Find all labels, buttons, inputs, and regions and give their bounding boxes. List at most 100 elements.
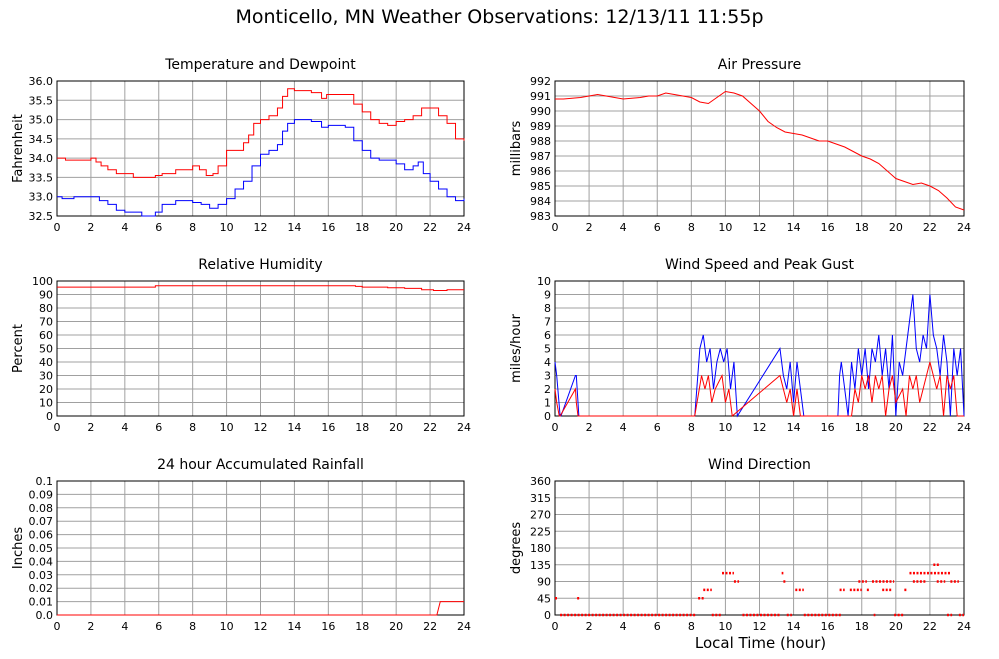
chart-title: Temperature and Dewpoint: [164, 57, 356, 73]
chart-title: Air Pressure: [718, 57, 801, 73]
x-tick-label: 20: [889, 620, 903, 633]
x-tick-label: 4: [121, 221, 128, 234]
y-tick-label: 60: [39, 329, 53, 342]
y-tick-label: 2: [544, 383, 551, 396]
x-tick-label: 24: [957, 620, 971, 633]
y-axis-label: degrees: [509, 522, 524, 575]
y-tick-label: 6: [544, 329, 551, 342]
x-tick-label: 12: [753, 421, 767, 434]
y-tick-label: 10: [39, 397, 53, 410]
y-tick-label: 3: [544, 370, 551, 383]
series-line-1: [554, 361, 964, 417]
chart-title: Wind Speed and Peak Gust: [665, 257, 854, 273]
x-tick-label: 4: [620, 221, 627, 234]
y-axis-label: Percent: [11, 324, 26, 373]
y-tick-label: 33.0: [29, 191, 54, 204]
y-tick-label: 5: [544, 343, 551, 356]
x-tick-label: 4: [620, 620, 627, 633]
x-tick-label: 6: [654, 620, 661, 633]
x-tick-label: 18: [355, 221, 369, 234]
x-tick-label: 10: [220, 421, 234, 434]
y-tick-label: 20: [39, 383, 53, 396]
plot-frame: [554, 80, 965, 217]
x-tick-label: 24: [457, 221, 471, 234]
x-tick-label: 12: [753, 620, 767, 633]
x-tick-label: 22: [423, 421, 437, 434]
x-tick-label: 6: [155, 620, 162, 633]
plot-frame: [56, 280, 465, 417]
x-tick-label: 20: [889, 421, 903, 434]
x-tick-label: 2: [586, 620, 593, 633]
y-tick-label: 34.5: [29, 133, 54, 146]
y-tick-label: 70: [39, 316, 53, 329]
x-tick-label: 4: [121, 620, 128, 633]
x-tick-label: 2: [87, 421, 94, 434]
y-tick-label: 225: [530, 525, 551, 538]
y-tick-label: 35.0: [29, 114, 54, 127]
y-tick-label: 0.05: [29, 542, 54, 555]
x-tick-label: 18: [855, 221, 869, 234]
y-tick-label: 135: [530, 559, 551, 572]
x-tick-label: 24: [957, 421, 971, 434]
x-tick-label: 8: [688, 620, 695, 633]
x-tick-label: 22: [423, 221, 437, 234]
x-tick-label: 2: [87, 620, 94, 633]
y-tick-label: 984: [530, 195, 551, 208]
x-tick-label: 18: [855, 421, 869, 434]
x-axis-title: Local Time (hour): [694, 634, 827, 652]
x-tick-label: 14: [787, 620, 801, 633]
x-tick-label: 18: [355, 421, 369, 434]
x-tick-label: 22: [423, 620, 437, 633]
y-tick-label: 33.5: [29, 171, 54, 184]
x-tick-label: 4: [121, 421, 128, 434]
x-tick-label: 6: [654, 221, 661, 234]
x-tick-label: 16: [821, 620, 835, 633]
x-tick-label: 14: [787, 421, 801, 434]
y-tick-label: 10: [537, 275, 551, 288]
series-line-0: [57, 88, 465, 178]
y-tick-label: 987: [530, 150, 551, 163]
x-tick-label: 20: [389, 421, 403, 434]
x-tick-label: 2: [586, 421, 593, 434]
x-tick-label: 22: [923, 221, 937, 234]
y-tick-label: 1: [544, 397, 551, 410]
x-tick-label: 8: [189, 620, 196, 633]
y-tick-label: 985: [530, 180, 551, 193]
x-tick-label: 24: [457, 620, 471, 633]
y-tick-label: 986: [530, 165, 551, 178]
x-tick-label: 0: [552, 620, 559, 633]
x-tick-label: 12: [753, 221, 767, 234]
y-tick-label: 0: [46, 410, 53, 423]
y-tick-label: 35.5: [29, 94, 54, 107]
x-tick-label: 12: [254, 421, 268, 434]
y-tick-label: 988: [530, 135, 551, 148]
x-tick-label: 0: [552, 421, 559, 434]
y-axis-label: Fahrenheit: [11, 114, 26, 183]
y-tick-label: 9: [544, 289, 551, 302]
y-tick-label: 0: [544, 410, 551, 423]
y-tick-label: 990: [530, 105, 551, 118]
chart-title: Wind Direction: [708, 457, 811, 473]
y-tick-label: 0.03: [29, 569, 54, 582]
y-tick-label: 360: [530, 475, 551, 488]
x-tick-label: 10: [220, 620, 234, 633]
x-tick-label: 18: [855, 620, 869, 633]
y-tick-label: 0.0: [36, 609, 54, 622]
series-line-0: [57, 285, 464, 291]
y-tick-label: 8: [544, 302, 551, 315]
x-tick-label: 10: [718, 421, 732, 434]
y-tick-label: 0.06: [29, 529, 54, 542]
x-tick-label: 20: [889, 221, 903, 234]
y-tick-label: 270: [530, 509, 551, 522]
y-tick-label: 90: [537, 576, 551, 589]
x-tick-label: 8: [189, 421, 196, 434]
y-tick-label: 992: [530, 75, 551, 88]
y-tick-label: 36.0: [29, 75, 54, 88]
x-tick-label: 24: [957, 221, 971, 234]
y-tick-label: 100: [32, 275, 53, 288]
x-tick-label: 0: [552, 221, 559, 234]
x-tick-label: 10: [718, 221, 732, 234]
x-tick-label: 22: [923, 421, 937, 434]
